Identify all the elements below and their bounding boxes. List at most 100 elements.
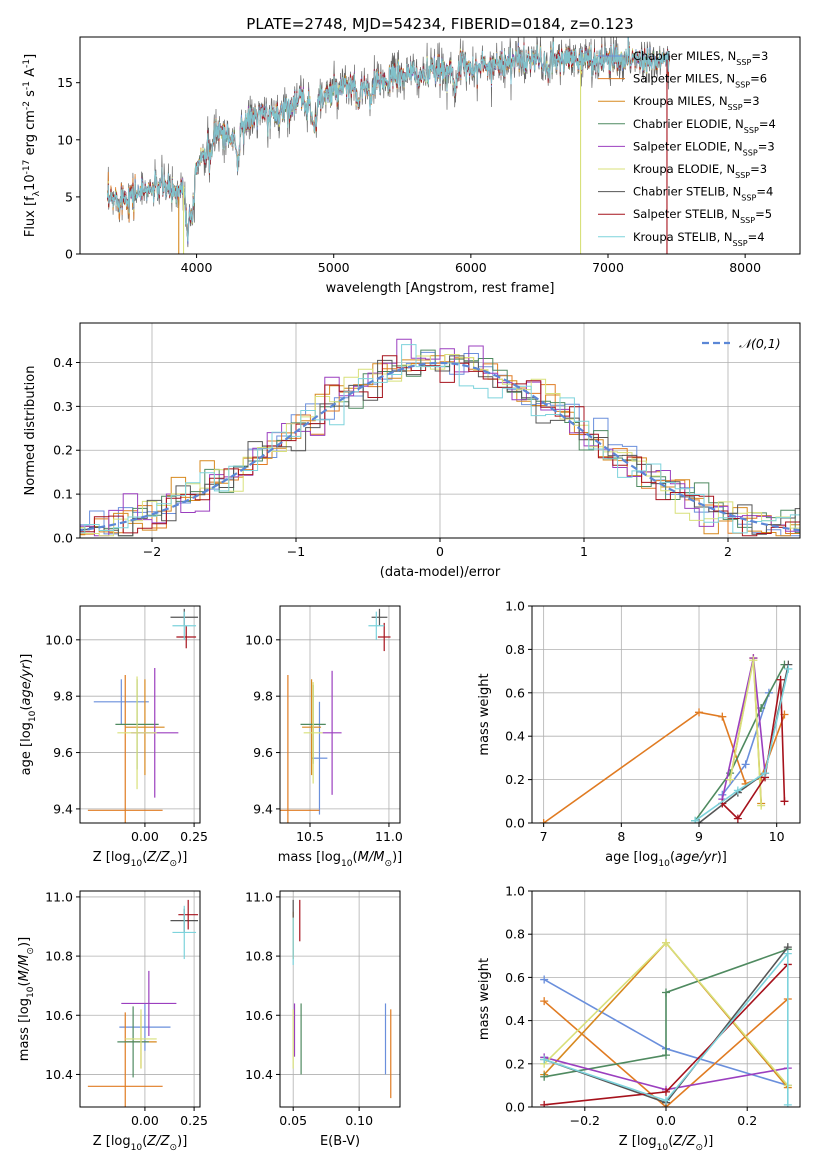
y-axis-label: mass weight [477,958,492,1040]
label-run: age [log [19,722,34,775]
y-tick-label: 9.8 [253,689,273,704]
label-run: M/M [358,850,385,865]
series-marker [741,760,750,769]
plot-area [80,338,800,537]
x-axis-label: age [log10(age/yr)] [605,850,727,869]
series-marker [726,775,735,784]
y-tick-label: 5 [65,189,73,204]
label-run: )] [17,937,32,947]
y-tick-label: 10.6 [245,1008,273,1023]
data-point [93,679,149,725]
legend-label: Chabrier MILES, NSSP=3 [633,49,768,67]
plot-area [280,608,391,823]
y-tick-label: 10.0 [45,632,73,647]
label-run: SSP [728,103,743,112]
label-run: ( [670,850,675,865]
age_vs_mass-axes: 10.5 11.0 9.4 9.6 9.8 10.0 mass [log10(M/M⊙)] [245,605,403,869]
series-marker [662,1051,670,1060]
series-line [544,948,789,1078]
label-run: Chabrier ELODIE, N [633,117,744,131]
label-run: age/yr [19,662,34,705]
data-point [125,1009,157,1069]
series-marker [783,949,792,958]
series-marker [718,712,727,721]
data-point [121,970,177,1036]
y-tick-label: 9.6 [53,745,73,760]
label-run: -17 [22,159,32,174]
label-run: ( [142,1134,147,1149]
data-point [368,611,385,640]
x-tick-label: 0.25 [180,1113,208,1128]
age_vs_Z-axes: 0.00 0.259.49.69.810.0Z [log10(Z/Z⊙)]age … [19,605,208,869]
spectrum-line [106,40,671,240]
y-tick-label: 10.8 [245,949,273,964]
histogram-series [80,344,800,534]
series-marker [691,816,700,823]
data-point [303,682,323,784]
label-run: Kroupa STELIB, N [633,230,733,244]
y-tick-label: 15 [57,75,73,90]
x-tick-label: 10.5 [296,829,324,844]
legend-label: Salpeter MILES, NSSP=6 [633,72,767,90]
label-run: ( [17,981,32,986]
y-tick-label: 11.0 [245,889,273,904]
y-axis-label: mass [log10(M/M⊙)] [17,937,36,1061]
x-axis-label: Z [log10(Z/Z⊙)] [619,1134,714,1153]
x-tick-label: 0 [436,544,444,559]
label-run: )] [717,850,727,865]
label-run: ( [142,850,147,865]
label-run: age [log [605,850,658,865]
y-tick-label: 10.0 [245,632,273,647]
label-run: M/M [17,955,32,982]
label-run: ( [19,705,34,710]
plot-area [540,938,792,1107]
y-tick-label: 10.8 [45,949,73,964]
label-run: 10 [658,859,670,869]
label-run: -1 [22,59,32,68]
label-run: =4 [756,185,773,199]
label-run: 10 [28,710,38,722]
label-run: Chabrier STELIB, N [633,185,741,199]
label-run: Normed distribution [23,366,38,496]
series-marker [761,769,770,778]
legend-label: Chabrier ELODIE, NSSP=4 [633,117,776,135]
legend-label: 𝒩(0,1) [739,336,781,351]
x-tick-label: 0.00 [131,829,159,844]
label-run: Flux [f [23,196,38,237]
residuals-axes: −2 −1 0 1 2 0.0 0.1 0.2 0.3 0.4 (data-model)/error… [23,322,801,580]
x-tick-label: 0.10 [345,1113,373,1128]
label-run: =3 [743,94,760,108]
data-point [371,608,388,626]
axes-frame [531,605,801,824]
label-run: 10 [26,986,36,998]
x-tick-label: 6000 [455,260,487,275]
label-run: Kroupa MILES, N [633,94,728,108]
label-run: ⊙ [26,947,36,955]
label-run: SSP [741,193,756,202]
label-run: 10 [657,1143,669,1153]
label-run: mass weight [477,958,492,1040]
x-tick-label: 7000 [592,260,624,275]
legend-label: Chabrier STELIB, NSSP=4 [633,185,773,203]
x-tick-label: 8 [617,829,625,844]
label-run: Z/Z [146,1134,170,1149]
axes-frame [79,605,201,824]
legend-label: Salpeter STELIB, NSSP=5 [633,207,772,225]
data-point [119,1003,171,1051]
label-run: =6 [750,72,767,86]
series-marker [540,975,549,984]
series-marker [662,938,670,947]
data-point [178,899,199,930]
x-tick-label: 0.2 [737,1113,757,1128]
axes-frame [279,605,401,824]
x-tick-label: 0.05 [279,1113,307,1128]
label-run: wavelength [Angstrom, rest frame] [326,281,555,296]
mass_vs_EBV-axes: 0.05 0.10 10.4 10.6 10.8 11.0 E(B-V) [245,889,401,1149]
series-marker [662,1096,670,1105]
y-tick-label: 0.0 [505,1100,525,1115]
axes-frame [79,890,201,1108]
label-run: ( [353,850,358,865]
label-run: 10 [131,859,143,869]
